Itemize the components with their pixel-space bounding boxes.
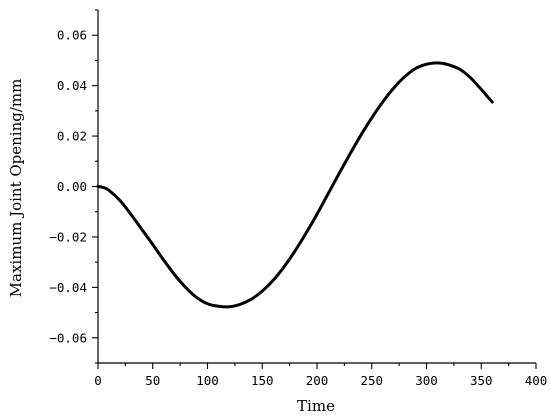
axes — [97, 10, 536, 364]
y-tick-label: −0.02 — [49, 229, 87, 244]
y-tick-label: 0.06 — [57, 28, 87, 43]
tick-labels: 0 50 100 150 200 250 300 350 400 −0.06 −0.04 −0.02 0… — [49, 28, 547, 388]
y-tick-label: −0.04 — [49, 280, 87, 295]
tick-marks — [92, 9, 537, 369]
x-tick-label: 100 — [196, 373, 219, 388]
x-tick-label: 300 — [415, 373, 438, 388]
series-line-0 — [96, 61, 494, 309]
x-tick-label: 150 — [251, 373, 274, 388]
y-axis-title: Maximum Joint Opening/mm — [7, 79, 25, 298]
x-tick-label: 0 — [94, 373, 102, 388]
x-tick-label: 350 — [470, 373, 493, 388]
y-tick-label: 0.02 — [57, 129, 87, 144]
series-layer — [96, 61, 494, 309]
y-tick-label: 0.04 — [57, 78, 87, 93]
x-axis-title: Time — [297, 397, 335, 415]
x-tick-label: 50 — [145, 373, 160, 388]
x-tick-label: 200 — [306, 373, 329, 388]
x-tick-label: 250 — [360, 373, 383, 388]
y-tick-label: −0.06 — [49, 330, 87, 345]
y-tick-label: 0.00 — [57, 179, 87, 194]
x-tick-label: 400 — [525, 373, 548, 388]
